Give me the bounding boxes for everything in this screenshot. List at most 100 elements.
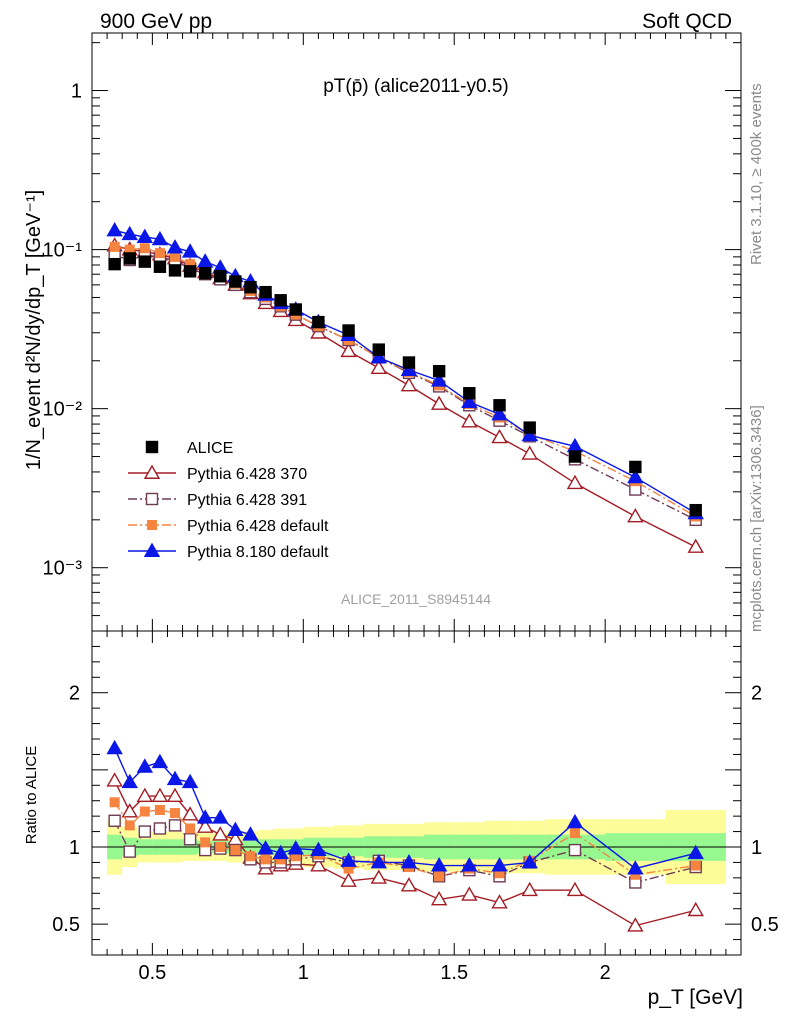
y-tick-label: 10⁻¹	[43, 240, 83, 262]
data-point	[461, 393, 478, 409]
y-tick-label-right: 2	[751, 683, 762, 705]
x-tick-label: 1	[298, 962, 309, 984]
y-tick-label: 10⁻²	[43, 399, 83, 421]
data-point	[627, 860, 644, 875]
data-point	[400, 854, 418, 869]
data-point	[181, 806, 199, 821]
data-point	[521, 426, 538, 442]
data-point	[491, 405, 508, 421]
data-point	[106, 739, 123, 755]
data-point	[370, 359, 387, 374]
data-point	[402, 356, 416, 369]
data-point	[461, 886, 478, 901]
data-point	[690, 860, 701, 871]
data-point	[196, 809, 214, 824]
data-point	[289, 303, 302, 316]
data-point	[430, 372, 448, 387]
data-point	[183, 833, 197, 846]
data-point	[461, 413, 478, 428]
data-point	[569, 828, 580, 839]
legend-marker	[145, 440, 159, 454]
legend-marker	[143, 542, 161, 557]
data-point	[139, 806, 150, 817]
y-tick-label: 2	[69, 683, 80, 705]
x-tick-label: 1.5	[440, 962, 468, 984]
data-point	[259, 285, 272, 299]
main-title: pT(p̄) (alice2011-y0.5)	[323, 76, 509, 97]
data-point	[310, 841, 327, 857]
data-point	[136, 228, 154, 243]
data-point	[340, 342, 357, 358]
data-point	[245, 851, 256, 862]
data-point	[168, 819, 182, 832]
ratio-series-pythia-8-180-default	[106, 739, 704, 875]
legend-label: ALICE	[187, 440, 233, 457]
data-point	[566, 881, 584, 897]
ratio-plot-content: 0.5 1 1.5 2 0.5 0.5 1 1 2 2	[52, 630, 779, 984]
legend: ALICE Pythia 6.428 370 Pythia 6.428 391 Pyt…	[128, 440, 329, 561]
data-point	[523, 421, 536, 434]
y-tick-label: 10⁻³	[43, 558, 83, 580]
data-point	[312, 315, 325, 329]
data-point	[121, 773, 138, 789]
data-point	[568, 843, 582, 857]
mcplots-label: mcplots.cern.ch [arXiv:1306.3436]	[748, 405, 765, 632]
data-point	[287, 840, 304, 855]
data-point	[181, 243, 199, 258]
data-point	[340, 872, 357, 887]
legend-label: Pythia 6.428 default	[187, 518, 329, 535]
data-point	[123, 845, 136, 858]
data-point	[230, 845, 241, 856]
x-axis-label: p_T [GeV]	[648, 986, 743, 1009]
main-panel: 1 10⁻¹ 10⁻² 10⁻³ pT(p̄) (alice2011-y0.5) AL…	[23, 32, 742, 632]
data-point	[244, 281, 257, 294]
y-tick-label: 1	[71, 81, 82, 103]
data-point	[687, 538, 704, 553]
data-point	[168, 264, 182, 277]
y-tick-label-right: 0.5	[751, 914, 779, 936]
header-right: Soft QCD	[642, 10, 732, 33]
data-point	[153, 822, 167, 835]
data-point	[521, 854, 538, 869]
data-point	[687, 844, 704, 860]
data-point	[372, 343, 385, 356]
data-point	[370, 869, 387, 884]
legend-label: Pythia 6.428 370	[187, 466, 307, 483]
data-point	[627, 468, 644, 484]
data-point	[627, 917, 644, 932]
data-point	[106, 772, 123, 787]
data-point	[400, 361, 418, 376]
data-point	[568, 450, 582, 463]
data-point	[434, 871, 445, 882]
data-point	[166, 770, 184, 786]
data-point	[342, 324, 355, 337]
data-point	[121, 803, 138, 818]
ratio-frame	[91, 630, 742, 956]
series-alice	[108, 252, 702, 517]
data-point	[212, 809, 229, 824]
data-point	[154, 804, 165, 815]
data-point	[491, 894, 508, 909]
data-point	[166, 239, 184, 254]
data-point	[151, 230, 169, 246]
data-point	[242, 826, 259, 841]
header-left: 900 GeV pp	[100, 10, 212, 33]
data-point	[196, 818, 214, 833]
data-point	[461, 857, 478, 872]
legend-label: Pythia 8.180 default	[187, 544, 329, 561]
data-point	[689, 503, 702, 517]
data-point	[138, 825, 152, 838]
data-point	[170, 251, 181, 262]
data-point	[687, 901, 704, 917]
legend-marker	[145, 492, 159, 506]
data-point	[123, 252, 136, 265]
main-plot-content: 1 10⁻¹ 10⁻² 10⁻³	[43, 32, 742, 632]
legend-item-pythia-6-428-370: Pythia 6.428 370	[128, 464, 307, 483]
data-point	[181, 773, 199, 789]
data-point	[491, 428, 508, 444]
data-point	[151, 753, 169, 769]
data-point	[170, 808, 181, 819]
legend-item-pythia-6-428-default: Pythia 6.428 default	[128, 518, 329, 535]
data-point	[463, 387, 476, 400]
